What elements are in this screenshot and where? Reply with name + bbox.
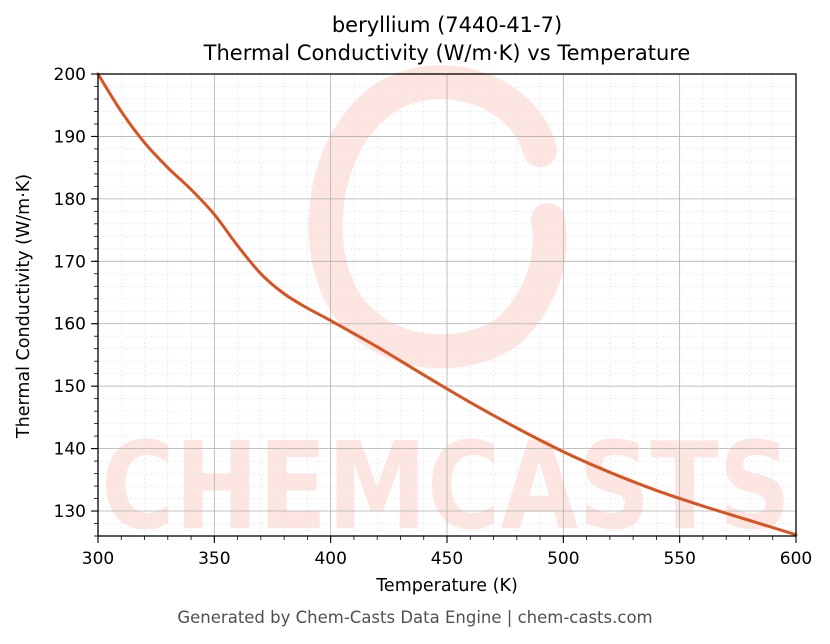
y-tick-label: 140: [54, 440, 86, 460]
chart-title: beryllium (7440-41-7): [331, 13, 563, 37]
series-layer: [96, 72, 798, 537]
x-tick-label: 350: [198, 549, 230, 569]
y-tick-label: 180: [54, 190, 86, 210]
y-tick-label: 130: [54, 502, 86, 522]
x-tick-label: 400: [314, 549, 346, 569]
x-tick-label: 550: [663, 549, 695, 569]
y-tick-label: 150: [54, 377, 86, 397]
y-axis-label: Thermal Conductivity (W/m·K): [14, 173, 34, 439]
watermark: CHEMCASTS: [101, 65, 791, 557]
series-line: [96, 72, 798, 537]
x-tick-label: 600: [780, 549, 812, 569]
watermark-logo-arc: [308, 65, 567, 369]
y-axis: 130 140 150 160 170 180 190 200: [54, 65, 98, 537]
y-tick-label: 170: [54, 252, 86, 272]
y-tick-label: 160: [54, 315, 86, 335]
chart-subtitle: Thermal Conductivity (W/m·K) vs Temperat…: [203, 41, 691, 65]
watermark-text: CHEMCASTS: [101, 418, 791, 557]
x-axis: 300 350 400 450 500 550 600: [82, 536, 812, 569]
y-tick-label: 200: [54, 65, 86, 85]
x-tick-label: 300: [82, 549, 114, 569]
footer-credit: Generated by Chem-Casts Data Engine | ch…: [177, 608, 653, 627]
x-tick-label: 450: [431, 549, 463, 569]
y-tick-label: 190: [54, 127, 86, 147]
x-axis-label: Temperature (K): [376, 576, 518, 596]
x-tick-label: 500: [547, 549, 579, 569]
